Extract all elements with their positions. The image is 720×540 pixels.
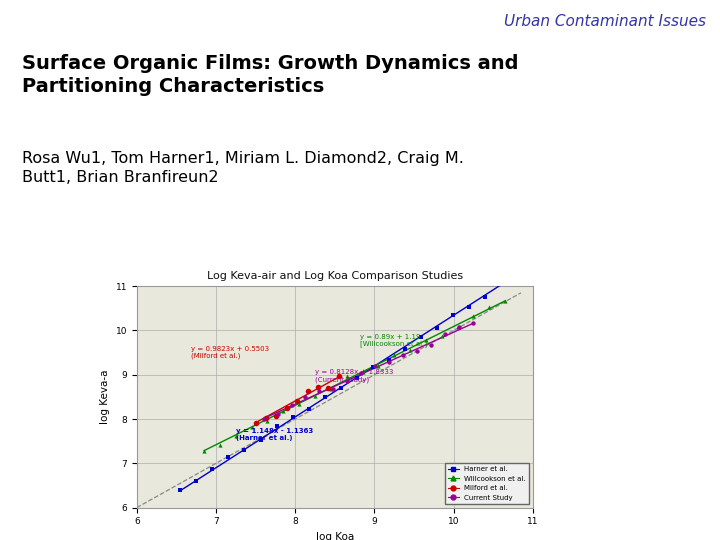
Point (255, 435, 266, 444)
Point (426, 341, 437, 349)
Point (447, 311, 459, 320)
Point (312, 383, 324, 391)
Point (325, 384, 336, 393)
Point (314, 387, 325, 395)
Point (174, 485, 186, 494)
Point (302, 387, 313, 395)
Point (373, 361, 384, 370)
Point (246, 422, 257, 431)
Point (431, 323, 443, 332)
Point (367, 362, 379, 371)
Point (294, 400, 305, 409)
Point (271, 422, 282, 431)
Y-axis label: log Keva-a: log Keva-a (100, 370, 110, 424)
Point (271, 409, 283, 418)
Point (258, 415, 269, 424)
Point (384, 358, 395, 367)
Point (420, 335, 432, 344)
Text: y = 0.8128x + 1.8333
(Current Study): y = 0.8128x + 1.8333 (Current Study) (315, 369, 393, 383)
Point (239, 446, 251, 454)
Title: Log Keva-air and Log Koa Comparison Studies: Log Keva-air and Log Koa Comparison Stud… (207, 271, 463, 281)
Point (356, 369, 367, 377)
Point (356, 368, 368, 376)
Point (397, 351, 409, 360)
Point (399, 345, 410, 354)
Point (303, 405, 315, 414)
Point (207, 465, 218, 474)
Point (479, 293, 490, 302)
Point (495, 278, 507, 287)
Point (198, 446, 210, 455)
Point (454, 322, 465, 331)
Point (467, 319, 479, 328)
Point (260, 414, 271, 422)
Point (292, 397, 303, 406)
Point (342, 377, 354, 386)
Point (412, 347, 423, 355)
Point (404, 346, 415, 355)
Point (281, 403, 292, 412)
Point (309, 392, 320, 400)
Point (436, 332, 447, 340)
Point (467, 312, 479, 321)
Point (323, 384, 334, 393)
Point (261, 417, 273, 426)
Point (511, 271, 523, 279)
Point (328, 384, 339, 393)
Text: Surface Organic Films: Growth Dynamics and
Partitioning Characteristics: Surface Organic Films: Growth Dynamics a… (22, 54, 518, 97)
Point (351, 374, 362, 382)
Point (191, 476, 202, 485)
Point (415, 333, 426, 341)
Text: Urban Contaminant Issues: Urban Contaminant Issues (503, 14, 706, 29)
Point (388, 350, 400, 359)
Point (277, 406, 289, 415)
Point (300, 393, 311, 402)
Point (319, 393, 330, 402)
Point (440, 330, 451, 339)
Text: Rosa Wu1, Tom Harner1, Miriam L. Diamond2, Craig M.
Butt1, Brian Branfireun2: Rosa Wu1, Tom Harner1, Miriam L. Diamond… (22, 151, 464, 185)
Point (222, 453, 234, 462)
Point (335, 384, 346, 393)
Text: y = 0.9823x + 0.5503
(Milford et al.): y = 0.9823x + 0.5503 (Milford et al.) (191, 346, 269, 359)
Point (271, 411, 282, 420)
Point (230, 431, 241, 440)
Text: y = 0.89x + 1.19
[Willcookson et al.]: y = 0.89x + 1.19 [Willcookson et al.] (360, 334, 427, 347)
Point (341, 372, 352, 381)
Point (452, 322, 464, 331)
Point (333, 372, 345, 380)
Point (214, 441, 225, 450)
Point (499, 296, 510, 305)
Point (287, 413, 298, 422)
Legend: Harner et al., Willcookson et al., Milford et al., Current Study: Harner et al., Willcookson et al., Milfo… (445, 463, 529, 504)
Point (463, 302, 474, 311)
Point (369, 361, 381, 370)
X-axis label: log Koa: log Koa (315, 532, 354, 540)
Point (383, 355, 395, 364)
Point (250, 418, 261, 427)
Text: y = 1.148x - 1.1363
(Harner et al.): y = 1.148x - 1.1363 (Harner et al.) (235, 428, 313, 441)
Point (286, 400, 297, 409)
Point (483, 303, 495, 312)
